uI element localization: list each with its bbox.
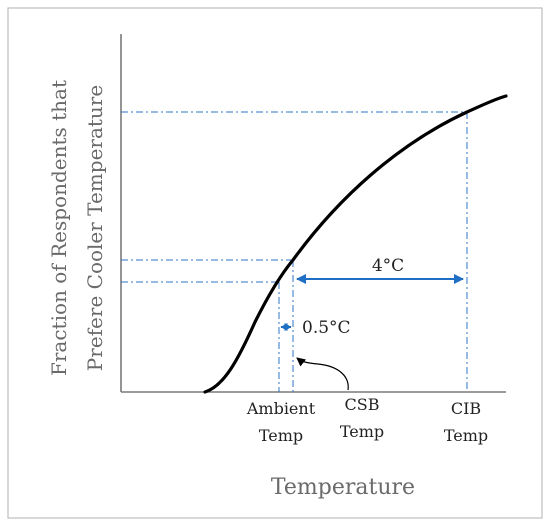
- y-axis-title-line1: Fraction of Respondents that: [47, 80, 71, 376]
- dimension-label-large: 4°C: [372, 256, 404, 276]
- figure-frame: [7, 7, 543, 519]
- csb-callout-arrow: [296, 357, 349, 391]
- marker-cib-line2: Temp: [444, 426, 488, 445]
- marker-ambient-line2: Temp: [259, 426, 303, 445]
- y-axis-title: Fraction of Respondents that Prefere Coo…: [47, 80, 107, 376]
- dimension-label-small: 0.5°C: [302, 318, 351, 338]
- y-axis-title-line2: Prefere Cooler Temperature: [83, 85, 107, 371]
- marker-ambient-line1: Ambient: [246, 399, 316, 418]
- marker-cib-line1: CIB: [451, 399, 481, 418]
- marker-csb-line1: CSB: [345, 395, 380, 414]
- preference-curve: [203, 94, 508, 394]
- marker-csb-line2: Temp: [340, 422, 384, 441]
- x-axis-title: Temperature: [271, 475, 415, 500]
